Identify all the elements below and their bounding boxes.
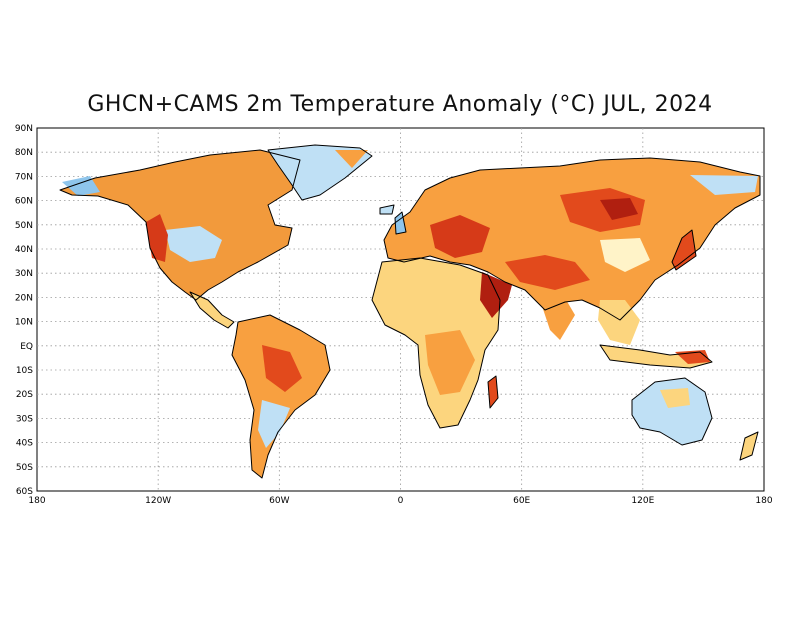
coast-north-america <box>59 149 301 301</box>
sa-hot-core <box>262 345 302 392</box>
australia <box>632 378 712 445</box>
lat-tick-label: 30N <box>15 269 33 279</box>
lat-tick-label: 10S <box>16 366 33 376</box>
coast-iceland <box>379 204 395 215</box>
lat-tick-label: 60S <box>16 487 33 497</box>
central-asia-warm <box>505 255 590 290</box>
lon-tick-label: 60W <box>269 496 289 506</box>
central-america <box>190 292 234 328</box>
siberia-core <box>600 198 638 220</box>
lat-tick-label: 50S <box>16 463 33 473</box>
longitude-labels: 180 120W 60W 0 60E 120E 180 <box>28 496 772 506</box>
lon-tick-label: 60E <box>513 496 530 506</box>
coastlines <box>59 144 761 479</box>
lon-tick-label: 180 <box>28 496 45 506</box>
lat-tick-label: 20N <box>15 293 33 303</box>
lat-tick-label: 10N <box>15 318 33 328</box>
lat-tick-label: 70N <box>15 172 33 182</box>
sa-cool-south <box>258 400 290 448</box>
north-america <box>60 150 300 300</box>
coast-indonesia <box>599 344 713 369</box>
arctic-cool <box>690 175 758 195</box>
australia-warm <box>660 388 690 408</box>
coast-japan <box>671 229 697 271</box>
se-asia <box>598 300 640 345</box>
eurasia <box>384 158 760 320</box>
lon-tick-label: 0 <box>398 496 404 506</box>
coast-central-america <box>189 291 235 329</box>
land-layer <box>60 145 760 478</box>
coast-australia <box>631 377 713 446</box>
lat-tick-label: 90N <box>15 124 33 134</box>
europe-hot <box>430 215 490 258</box>
lat-tick-label: EQ <box>20 342 33 352</box>
lat-tick-label: 20S <box>16 390 33 400</box>
british-isles <box>395 212 406 234</box>
map-title: GHCN+CAMS 2m Temperature Anomaly (°C) JU… <box>87 92 713 117</box>
alaska-cool <box>62 176 100 196</box>
arabia-hot <box>480 272 512 318</box>
lat-tick-label: 80N <box>15 148 33 158</box>
latitude-labels: 90N 80N 70N 60N 50N 40N 30N 20N 10N EQ 10S 20S 30S 40… <box>15 124 33 497</box>
coast-new-zealand <box>739 431 759 461</box>
lon-tick-label: 120W <box>145 496 171 506</box>
lat-tick-label: 30S <box>16 414 33 424</box>
lat-tick-label: 40N <box>15 245 33 255</box>
coast-greenland <box>267 144 373 201</box>
coast-south-america <box>231 314 331 479</box>
lat-tick-label: 40S <box>16 439 33 449</box>
greenland-warm-edge <box>335 150 368 168</box>
lat-tick-label: 60N <box>15 197 33 207</box>
south-america <box>232 315 330 478</box>
lat-tick-label: 50N <box>15 221 33 231</box>
africa-warm <box>425 330 475 395</box>
coast-africa <box>371 257 501 429</box>
madagascar <box>488 376 498 408</box>
coast-eurasia <box>383 157 761 321</box>
na-cool-pocket <box>165 226 222 262</box>
asia-cool <box>600 238 650 272</box>
coast-madagascar <box>487 375 499 409</box>
coast-british-isles <box>394 211 407 235</box>
lon-tick-label: 180 <box>755 496 772 506</box>
new-zealand <box>740 432 758 460</box>
lon-tick-label: 120E <box>631 496 654 506</box>
